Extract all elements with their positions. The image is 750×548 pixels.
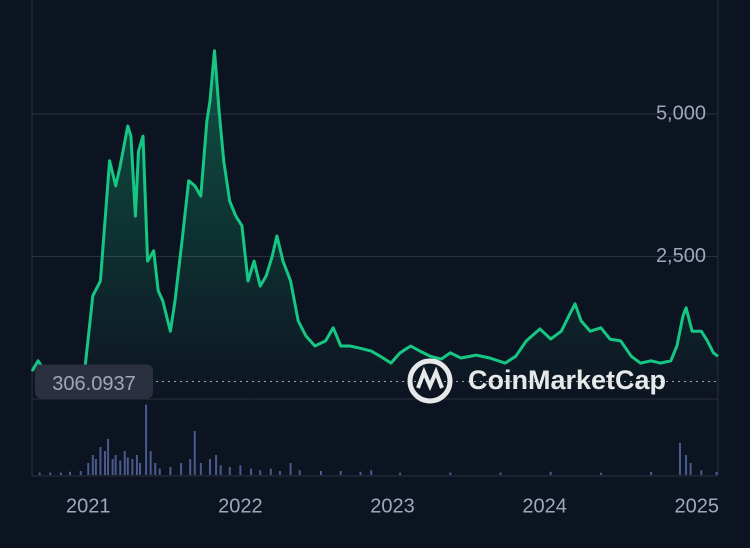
volume-bar [59, 472, 62, 475]
volume-bar [169, 467, 172, 475]
y-tick-label: 2,500 [656, 245, 706, 267]
volume-bar [79, 471, 82, 475]
watermark-logo [407, 358, 453, 404]
x-tick-label: 2022 [218, 495, 263, 517]
volume-bar [145, 404, 148, 475]
volume-bar [149, 451, 152, 475]
volume-bar [278, 471, 281, 475]
volume-bar [715, 471, 718, 475]
volume-bar [370, 470, 373, 475]
volume-bar [259, 470, 262, 475]
volume-bar [269, 468, 272, 475]
price-line [30, 49, 719, 378]
volume-bar [180, 463, 183, 475]
volume-bar [111, 459, 114, 475]
volume-bar [239, 465, 242, 475]
volume-bar [91, 455, 94, 475]
y-tick-label: 5,000 [656, 102, 706, 124]
volume-bar [126, 457, 129, 475]
volume-bar [289, 463, 292, 475]
volume-bar [69, 471, 72, 475]
volume-bar [219, 465, 222, 475]
volume-bar [189, 459, 192, 475]
volume-bar [208, 459, 211, 475]
volume-bar [689, 463, 692, 475]
watermark-logo-mark [416, 366, 444, 392]
volume-bar [49, 472, 52, 475]
volume-bar [228, 467, 231, 475]
volume-bar [700, 470, 703, 475]
volume-bar [138, 463, 141, 475]
volume-bar [94, 459, 97, 475]
volume-bar [199, 463, 202, 475]
volume-bar [131, 459, 134, 475]
volume-bar [107, 439, 110, 475]
volume-bar [399, 472, 402, 475]
volume-bar [193, 431, 196, 475]
x-tick-label: 2023 [370, 495, 415, 517]
volume-bar [599, 472, 602, 475]
x-tick-label: 2025 [674, 495, 719, 517]
volume-bar [650, 471, 653, 475]
volume-bar [215, 455, 218, 475]
current-price-box [35, 364, 153, 399]
volume-bar [499, 472, 502, 475]
x-tick-label: 2021 [66, 495, 111, 517]
volume-bar [104, 451, 107, 475]
volume-bar [99, 447, 102, 475]
volume-bar [114, 455, 117, 475]
plot: 2,500 5,000 2021 2022 2023 2024 2025 306.0937 [30, 49, 719, 517]
current-price-label: 306.0937 [52, 373, 135, 395]
area [32, 50, 718, 399]
volume-bar [549, 471, 552, 475]
volume-bar [685, 455, 688, 475]
volume-bar [678, 443, 681, 475]
watermark-text: CoinMarketCap [468, 365, 666, 395]
volume-bar [154, 463, 157, 475]
volume-bar [119, 460, 122, 475]
volume-bar [359, 471, 362, 475]
volume-bar [123, 451, 126, 475]
volume-bar [250, 468, 253, 475]
watermark: CoinMarketCap [407, 358, 666, 404]
volume-bar [449, 472, 452, 475]
x-tick-label: 2024 [522, 495, 567, 517]
volume-bar [87, 463, 90, 475]
volume-bar [298, 470, 301, 475]
volume-bar [38, 472, 41, 475]
volume-bar [320, 471, 323, 475]
volume-bar [158, 468, 161, 475]
volume-bar [339, 471, 342, 475]
volume-bar [135, 455, 138, 475]
